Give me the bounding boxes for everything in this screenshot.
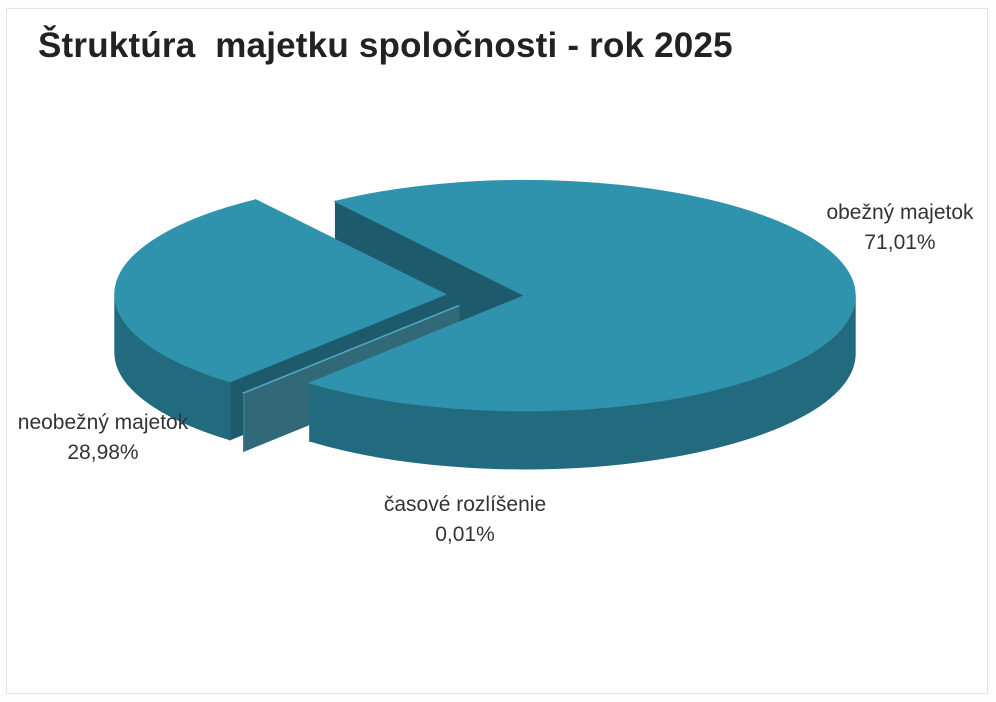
value-label: 0,01% bbox=[435, 523, 495, 546]
slice-label: neobežný majetok 28,98% bbox=[8, 408, 198, 468]
category-label: časové rozlíšenie bbox=[383, 493, 547, 516]
slice bbox=[114, 199, 447, 383]
value-label: 28,98% bbox=[67, 441, 139, 464]
slice-label: časové rozlíšenie 0,01% bbox=[360, 490, 570, 550]
category-label: neobežný majetok bbox=[17, 411, 189, 434]
value-label: 71,01% bbox=[864, 231, 936, 254]
slice bbox=[307, 179, 856, 412]
slice-label: obežný majetok 71,01% bbox=[800, 198, 996, 258]
chart-title: Štruktúra majetku spoločnosti - rok 2025 bbox=[38, 26, 733, 65]
category-label: obežný majetok bbox=[826, 201, 974, 224]
slice bbox=[241, 304, 460, 394]
